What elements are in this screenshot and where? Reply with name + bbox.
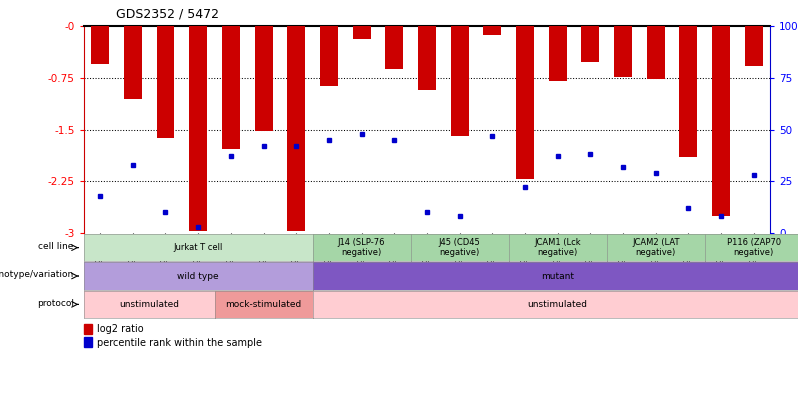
Bar — [712, 26, 730, 215]
Bar — [516, 26, 534, 179]
Bar — [646, 26, 665, 79]
Text: mutant: mutant — [541, 271, 574, 281]
Bar — [549, 26, 567, 81]
Bar — [385, 26, 403, 69]
Text: mock-stimulated: mock-stimulated — [225, 300, 302, 309]
Text: log2 ratio: log2 ratio — [97, 324, 144, 335]
Bar — [156, 26, 175, 138]
Text: Jurkat T cell: Jurkat T cell — [173, 243, 223, 252]
Text: J14 (SLP-76
negative): J14 (SLP-76 negative) — [338, 238, 385, 257]
Bar — [353, 26, 370, 39]
Bar — [255, 26, 272, 131]
Bar — [124, 26, 142, 99]
Bar — [189, 26, 207, 231]
Text: JCAM1 (Lck
negative): JCAM1 (Lck negative) — [535, 238, 581, 257]
Text: protocol: protocol — [37, 298, 73, 307]
Text: cell line: cell line — [38, 242, 73, 251]
Text: JCAM2 (LAT
negative): JCAM2 (LAT negative) — [632, 238, 679, 257]
Bar — [484, 26, 501, 34]
Bar — [418, 26, 436, 90]
Text: percentile rank within the sample: percentile rank within the sample — [97, 337, 262, 347]
Text: unstimulated: unstimulated — [119, 300, 179, 309]
Text: wild type: wild type — [177, 271, 219, 281]
Bar — [679, 26, 697, 157]
Bar — [745, 26, 763, 66]
Bar — [451, 26, 468, 136]
Bar — [581, 26, 599, 62]
Text: J45 (CD45
negative): J45 (CD45 negative) — [439, 238, 480, 257]
Bar — [320, 26, 338, 85]
Text: P116 (ZAP70
negative): P116 (ZAP70 negative) — [727, 238, 780, 257]
Bar — [222, 26, 240, 149]
Bar — [91, 26, 109, 64]
Bar — [614, 26, 632, 77]
Text: unstimulated: unstimulated — [527, 300, 587, 309]
Bar — [84, 324, 92, 334]
Text: genotype/variation: genotype/variation — [0, 270, 73, 279]
Bar — [84, 337, 92, 347]
Text: GDS2352 / 5472: GDS2352 / 5472 — [116, 7, 219, 20]
Bar — [287, 26, 305, 231]
